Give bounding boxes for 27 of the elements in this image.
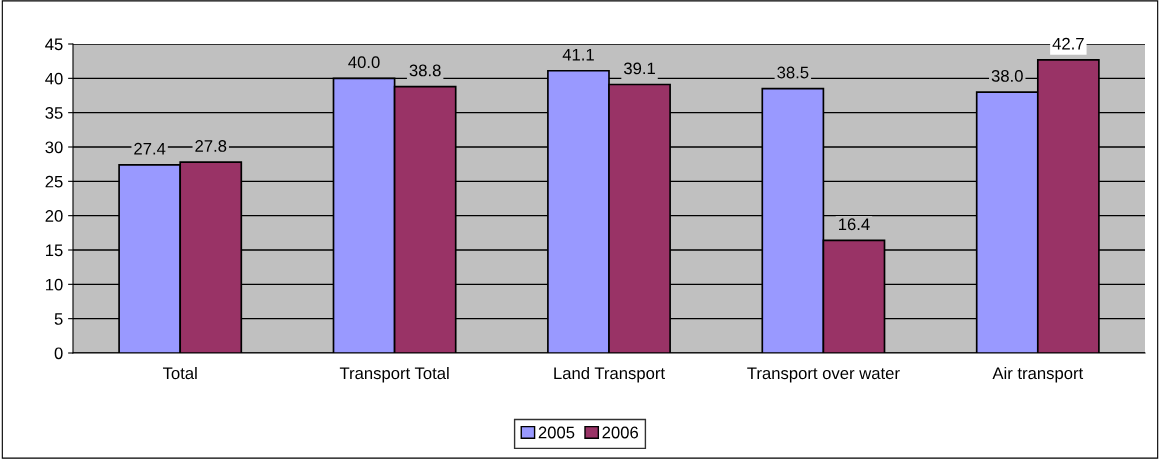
data-label: 27.4 (134, 142, 166, 155)
data-label: 40.0 (348, 56, 380, 69)
legend-label: 2005 (538, 426, 575, 439)
y-tick-label: 35 (45, 107, 63, 119)
x-tick-label: Land Transport (554, 366, 665, 383)
x-tick-label: Air transport (992, 366, 1084, 383)
x-tick-label: Total (162, 366, 197, 380)
y-tick-label: 45 (45, 38, 63, 51)
y-tick-label: 0 (54, 347, 63, 360)
y-tick-label: 15 (46, 244, 63, 257)
x-tick-label: Transport Total (339, 366, 449, 383)
y-tick-label: 10 (46, 278, 63, 291)
x-tick-label: Transport over water (747, 367, 900, 383)
data-label: 38.8 (409, 64, 441, 77)
data-label: 16.4 (839, 218, 870, 231)
data-label: 38.0 (991, 70, 1023, 82)
y-tick-label: 30 (45, 141, 63, 154)
y-tick-label: 5 (54, 313, 63, 325)
data-label: 39.1 (623, 62, 655, 75)
data-label: 27.8 (195, 140, 227, 152)
data-label: 41.1 (562, 48, 594, 61)
legend-label: 2006 (602, 426, 639, 439)
y-tick-label: 20 (45, 210, 63, 222)
y-tick-label: 40 (45, 72, 63, 85)
data-label: 38.5 (777, 66, 809, 79)
y-tick-label: 25 (45, 175, 63, 188)
data-label: 42.7 (1052, 37, 1084, 50)
